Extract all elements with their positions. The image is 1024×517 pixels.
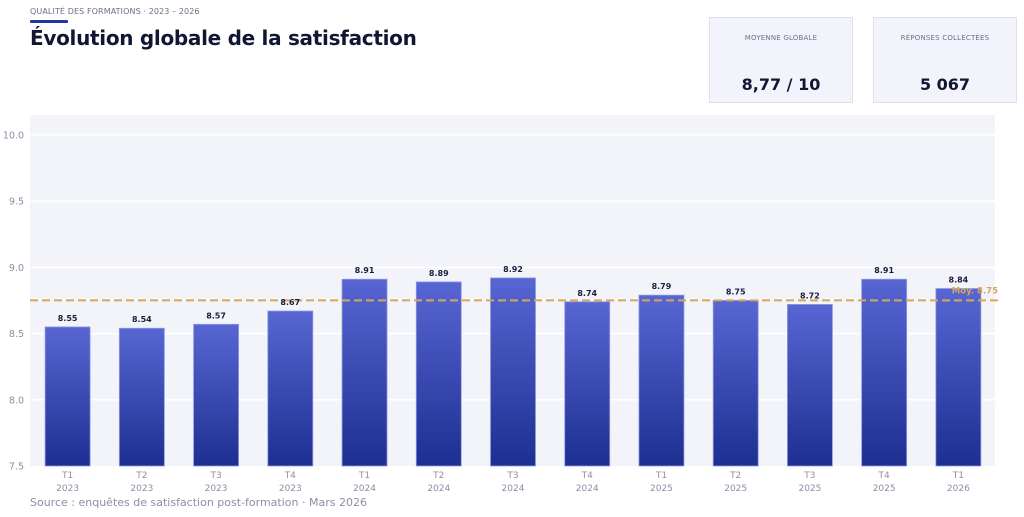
bar bbox=[787, 304, 833, 467]
kpi-card-responses: RÉPONSES COLLECTÉES 5 067 bbox=[873, 17, 1017, 103]
bar bbox=[118, 327, 165, 467]
x-tick-label-quarter: T1 bbox=[358, 471, 370, 481]
kpi-card-average: MOYENNE GLOBALE 8,77 / 10 bbox=[709, 17, 853, 103]
x-tick-label-year: 2023 bbox=[56, 484, 79, 494]
kpi-label: MOYENNE GLOBALE bbox=[744, 34, 818, 42]
x-tick-label-year: 2025 bbox=[724, 484, 747, 494]
x-tick-label-quarter: T2 bbox=[432, 471, 444, 481]
data-label: 8.75 bbox=[726, 287, 746, 296]
x-tick-label-quarter: T3 bbox=[209, 471, 221, 481]
x-tick-label-quarter: T1 bbox=[61, 471, 73, 481]
data-label: 8.57 bbox=[206, 311, 226, 320]
kpi-value: 8,77 / 10 bbox=[741, 75, 821, 94]
data-label: 8.79 bbox=[652, 282, 672, 291]
data-label: 8.91 bbox=[355, 266, 375, 275]
data-label: 8.92 bbox=[503, 265, 523, 274]
x-tick-label-year: 2024 bbox=[576, 484, 599, 494]
bar bbox=[341, 278, 388, 467]
data-label: 8.84 bbox=[949, 276, 969, 285]
x-tick-label-year: 2023 bbox=[279, 484, 302, 494]
x-tick-label-quarter: T1 bbox=[952, 471, 964, 481]
eyebrow: QUALITÉ DES FORMATIONS · 2023 – 2026 bbox=[30, 7, 200, 16]
y-tick-label: 9.0 bbox=[9, 263, 24, 274]
source-note: Source : enquêtes de satisfaction post-f… bbox=[30, 496, 367, 509]
y-tick-label: 8.0 bbox=[9, 395, 24, 406]
x-tick-label-year: 2024 bbox=[502, 484, 525, 494]
bar-chart: Moy. 8.75 8.55 8.54 8.57 8.67 8.91 8.89 8.92 8.… bbox=[3, 115, 999, 494]
kpi-label: RÉPONSES COLLECTÉES bbox=[900, 34, 990, 42]
bar bbox=[564, 301, 611, 467]
x-tick-label-quarter: T4 bbox=[878, 471, 890, 481]
bar bbox=[935, 288, 982, 467]
y-tick-label: 9.5 bbox=[9, 197, 24, 208]
x-tick-label-year: 2025 bbox=[873, 484, 896, 494]
x-tick-label-year: 2025 bbox=[798, 484, 821, 494]
x-tick-label-year: 2025 bbox=[650, 484, 673, 494]
x-tick-label-quarter: T3 bbox=[506, 471, 518, 481]
x-tick-label-year: 2023 bbox=[130, 484, 153, 494]
title-accent-bar bbox=[30, 20, 68, 23]
bar bbox=[712, 300, 759, 467]
x-tick-label-quarter: T4 bbox=[284, 471, 296, 481]
x-tick-label-quarter: T2 bbox=[729, 471, 741, 481]
bar bbox=[861, 278, 908, 467]
y-tick-label: 7.5 bbox=[9, 462, 24, 473]
bar bbox=[638, 294, 685, 467]
data-label: 8.74 bbox=[577, 289, 597, 298]
x-tick-label-year: 2023 bbox=[205, 484, 228, 494]
bar bbox=[490, 277, 536, 467]
x-tick-label-quarter: T2 bbox=[135, 471, 147, 481]
y-tick-label: 10.0 bbox=[3, 130, 24, 141]
bar bbox=[267, 310, 314, 467]
data-label: 8.91 bbox=[874, 266, 894, 275]
y-tick-label: 8.5 bbox=[9, 329, 24, 340]
x-tick-label-year: 2026 bbox=[947, 484, 970, 494]
page-title: Évolution globale de la satisfaction bbox=[30, 26, 417, 50]
data-label: 8.72 bbox=[800, 291, 820, 300]
x-tick-label-year: 2024 bbox=[353, 484, 376, 494]
bar bbox=[193, 323, 239, 467]
bar bbox=[415, 281, 462, 467]
x-tick-label-quarter: T3 bbox=[803, 471, 815, 481]
data-label: 8.89 bbox=[429, 269, 449, 278]
kpi-value: 5 067 bbox=[919, 75, 971, 94]
data-label: 8.55 bbox=[58, 314, 78, 323]
x-tick-label-year: 2024 bbox=[427, 484, 450, 494]
bar bbox=[44, 326, 91, 467]
data-label: 8.67 bbox=[280, 298, 300, 307]
x-tick-label-quarter: T1 bbox=[655, 471, 667, 481]
x-tick-label-quarter: T4 bbox=[581, 471, 593, 481]
average-reference-label: Moy. 8.75 bbox=[952, 286, 998, 296]
data-label: 8.54 bbox=[132, 315, 152, 324]
